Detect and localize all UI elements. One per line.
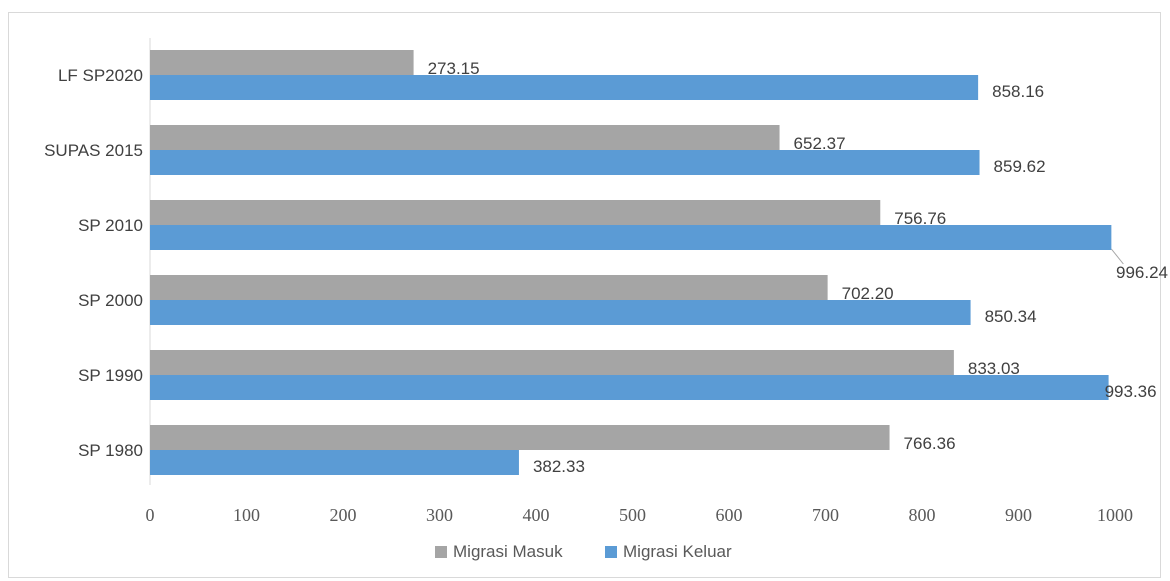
x-tick-label: 700: [812, 505, 839, 525]
data-label: 702.20: [842, 284, 894, 303]
bar-migrasi-keluar: [150, 225, 1112, 250]
data-label: 993.36: [1105, 382, 1157, 401]
bar-migrasi-keluar: [150, 375, 1109, 400]
category-label-sp-2000: SP 2000: [78, 291, 143, 310]
bar-migrasi-keluar: [150, 300, 971, 325]
x-tick-label: 1000: [1097, 505, 1133, 525]
category-label-supas-2015: SUPAS 2015: [44, 141, 143, 160]
legend-swatch-migrasi-keluar: [605, 546, 617, 558]
bar-migrasi-masuk: [150, 425, 890, 450]
legend-label-migrasi-masuk: Migrasi Masuk: [453, 542, 563, 561]
bar-migrasi-masuk: [150, 350, 954, 375]
x-tick-label: 600: [716, 505, 743, 525]
x-tick-label: 800: [909, 505, 936, 525]
data-label: 996.24: [1116, 263, 1168, 282]
bar-migrasi-masuk: [150, 275, 828, 300]
bar-migrasi-masuk: [150, 200, 881, 225]
data-label: 766.36: [904, 434, 956, 453]
bar-migrasi-masuk: [150, 50, 414, 75]
x-tick-label: 900: [1005, 505, 1032, 525]
x-tick-label: 300: [426, 505, 453, 525]
data-label: 859.62: [994, 157, 1046, 176]
data-label: 382.33: [533, 457, 585, 476]
data-label: 850.34: [985, 307, 1037, 326]
bar-migrasi-keluar: [150, 150, 980, 175]
data-label-leader: [1110, 248, 1124, 265]
data-label: 756.76: [894, 209, 946, 228]
bar-migrasi-keluar: [150, 75, 979, 100]
x-tick-label: 100: [233, 505, 260, 525]
bar-migrasi-masuk: [150, 125, 780, 150]
category-label-lf-sp2020: LF SP2020: [58, 66, 143, 85]
data-label: 273.15: [428, 59, 480, 78]
legend-label-migrasi-keluar: Migrasi Keluar: [623, 542, 732, 561]
x-tick-label: 500: [619, 505, 646, 525]
data-label: 858.16: [992, 82, 1044, 101]
category-label-sp-2010: SP 2010: [78, 216, 143, 235]
x-tick-label: 0: [146, 505, 155, 525]
category-label-sp-1990: SP 1990: [78, 366, 143, 385]
x-tick-label: 200: [330, 505, 357, 525]
data-label: 652.37: [794, 134, 846, 153]
legend-swatch-migrasi-masuk: [435, 546, 447, 558]
category-label-sp-1980: SP 1980: [78, 441, 143, 460]
x-tick-label: 400: [523, 505, 550, 525]
bar-migrasi-keluar: [150, 450, 519, 475]
chart-frame: [8, 12, 1161, 578]
data-label: 833.03: [968, 359, 1020, 378]
